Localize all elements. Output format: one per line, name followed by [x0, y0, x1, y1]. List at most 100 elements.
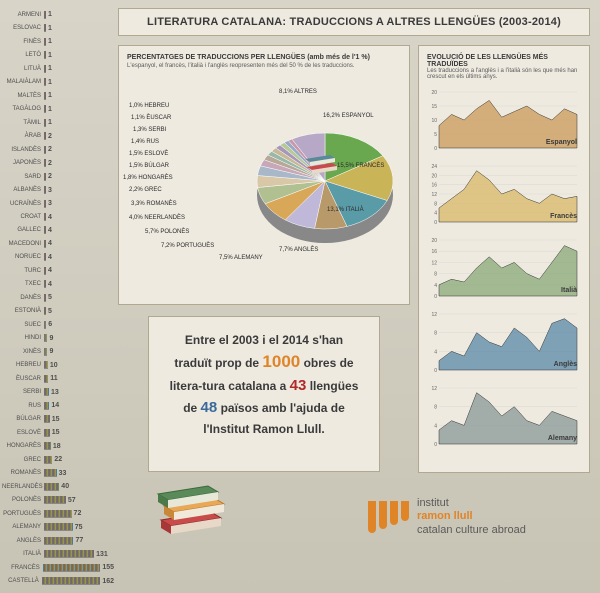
logo-line2: catalan culture abroad	[417, 524, 526, 537]
bar-fill	[44, 280, 46, 288]
evolution-subtitle: Les traduccions a l'anglès i a l'italià …	[427, 68, 581, 80]
pie-slice-label: 13,1% ITALIÀ	[327, 207, 364, 213]
bar-value: 131	[96, 551, 108, 558]
main-title-box: LITERATURA CATALANA: TRADUCCIONS A ALTRE…	[118, 8, 590, 36]
svg-text:4: 4	[434, 211, 437, 217]
bar-value: 5	[48, 308, 52, 315]
bar-value: 1	[48, 106, 52, 113]
pie-subtitle: L'espanyol, el francès, l'italià i l'ang…	[127, 63, 401, 69]
bar-row: Suec 6	[2, 318, 114, 331]
bar-row: Xinès9	[2, 345, 114, 358]
bar-fill	[44, 267, 46, 275]
bar-value: 18	[53, 443, 61, 450]
bar-fill	[44, 523, 73, 531]
bar-value: 75	[75, 524, 83, 531]
bar-value: 4	[48, 214, 52, 221]
bar-value: 2	[48, 146, 52, 153]
pie-slice-label: 1,5% ESLOVÈ	[129, 151, 168, 157]
svg-text:0: 0	[434, 294, 437, 300]
bar-fill	[44, 456, 52, 464]
bar-label: Sard	[2, 174, 44, 180]
bar-value: 1	[48, 25, 52, 32]
bar-label: Noruec	[2, 254, 44, 260]
summary-text: Entre el 2003 i el 2014 s'han traduït pr…	[165, 331, 363, 438]
bar-fill	[44, 496, 66, 504]
bar-label: Letó	[2, 52, 44, 58]
bar-label: Suec	[2, 322, 44, 328]
bar-row: Tagàlog1	[2, 102, 114, 115]
bar-fill	[44, 11, 46, 19]
logo-bar	[379, 501, 387, 529]
bar-value: 40	[61, 483, 69, 490]
bar-value: 1	[48, 11, 52, 18]
bar-label: Armeni	[2, 12, 44, 18]
bar-row: Neerlandès40	[2, 480, 114, 493]
bar-value: 77	[75, 537, 83, 544]
bar-row: Armeni 1	[2, 8, 114, 21]
bar-value: 1	[48, 119, 52, 126]
bar-label: Estonià	[2, 308, 44, 314]
bar-label: Eslovac	[2, 25, 44, 31]
bar-value: 4	[48, 267, 52, 274]
svg-text:0: 0	[434, 146, 437, 152]
bar-row: Danès5	[2, 291, 114, 304]
bar-label: Àrab	[2, 133, 44, 139]
bar-value: 11	[50, 375, 57, 382]
bar-row: Japonès2	[2, 156, 114, 169]
bar-value: 6	[48, 321, 52, 328]
pie-slice-label: 1,5% BÚLGAR	[129, 163, 169, 169]
bar-value: 5	[48, 294, 52, 301]
bar-fill	[42, 577, 101, 585]
bar-row: Búlgar15	[2, 413, 114, 426]
bar-label: Hebreu	[2, 362, 44, 368]
bar-value: 22	[54, 456, 62, 463]
bar-value: 15	[52, 429, 60, 436]
bar-fill	[44, 105, 46, 113]
pie-slice-label: 16,2% ESPANYOL	[323, 113, 374, 119]
bar-fill	[44, 146, 46, 154]
bar-row: Hongarès18	[2, 440, 114, 453]
bar-fill	[44, 213, 46, 221]
bar-fill	[44, 132, 46, 140]
svg-text:5: 5	[434, 132, 437, 138]
bar-fill	[44, 537, 73, 545]
bar-value: 1	[48, 65, 52, 72]
bar-value: 33	[59, 470, 67, 477]
pie-slice-label: 2,2% GREC	[129, 187, 162, 193]
bar-label: Romanès	[2, 470, 44, 476]
bar-row: Txec4	[2, 278, 114, 291]
bar-row: Maltès1	[2, 89, 114, 102]
logo-line1a: institut	[417, 497, 449, 509]
bar-label: Croat	[2, 214, 44, 220]
pie-slice-label: 7,5% ALEMANY	[219, 255, 263, 261]
bar-fill	[44, 38, 46, 46]
pie-slice-label: 1,8% HONGARÈS	[123, 175, 173, 181]
svg-text:8: 8	[434, 272, 437, 278]
bar-fill	[44, 24, 46, 32]
bar-value: 57	[68, 497, 76, 504]
bar-fill	[44, 253, 46, 261]
bar-value: 72	[74, 510, 82, 517]
pie-slice-label: 5,7% POLONÈS	[145, 229, 189, 235]
bar-label: Islandès	[2, 147, 44, 153]
bar-fill	[44, 78, 46, 86]
bar-label: Hindi	[2, 335, 44, 341]
evolution-title: EVOLUCIÓ DE LES LLENGÜES MÉS TRADUÏDES	[427, 54, 581, 68]
bar-fill	[44, 51, 46, 59]
bar-label: Txec	[2, 281, 44, 287]
bar-fill	[44, 294, 46, 302]
bar-fill	[44, 388, 49, 396]
summary-text-part: 1000	[262, 352, 300, 371]
bar-fill	[44, 361, 48, 369]
bar-label: Turc	[2, 268, 44, 274]
bar-row: Castellà162	[2, 574, 114, 587]
evolution-panel: EVOLUCIÓ DE LES LLENGÜES MÉS TRADUÏDES L…	[418, 45, 590, 473]
svg-text:12: 12	[431, 260, 437, 266]
summary-text-part: països amb l'ajuda de l'Institut Ramon L…	[203, 401, 345, 436]
svg-text:8: 8	[434, 331, 437, 337]
bar-row: Macedoni4	[2, 237, 114, 250]
svg-text:12: 12	[431, 192, 437, 198]
area-chart-label: Espanyol	[546, 139, 577, 146]
bar-label: Èuscar	[2, 376, 44, 382]
evolution-charts: 05101520Espanyol04812162024Francès048121…	[427, 84, 581, 452]
